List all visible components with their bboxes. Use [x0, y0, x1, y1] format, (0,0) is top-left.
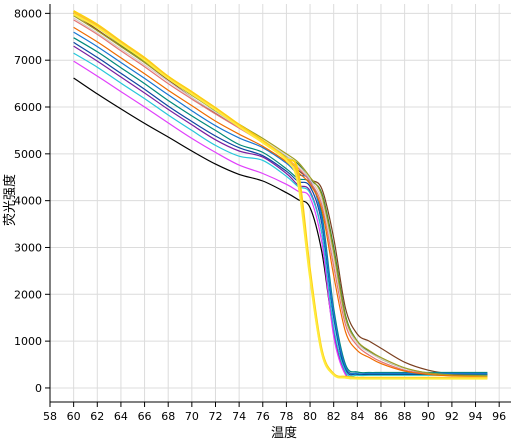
series-line-7 [73, 45, 488, 380]
x-axis-title: 温度 [271, 425, 297, 441]
series-line-10 [73, 19, 488, 377]
series-line-11 [73, 17, 488, 377]
series-line-8 [73, 60, 488, 380]
x-tick-label: 88 [398, 410, 412, 423]
series-line-16 [73, 13, 488, 380]
series-line-12 [73, 26, 488, 377]
x-tick-label: 70 [185, 410, 199, 423]
x-tick-label: 64 [114, 410, 128, 423]
x-tick-label: 68 [161, 410, 175, 423]
x-tick-label: 62 [90, 410, 104, 423]
x-tick-label: 82 [327, 410, 341, 423]
x-tick-label: 96 [492, 410, 506, 423]
x-tick-label: 86 [374, 410, 388, 423]
y-tick-label: 6000 [14, 101, 42, 114]
y-tick-label: 7000 [14, 54, 42, 67]
x-tick-label: 90 [421, 410, 435, 423]
x-tick-label: 58 [43, 410, 57, 423]
x-tick-label: 60 [67, 410, 81, 423]
series-line-1 [73, 77, 488, 376]
x-tick-label: 66 [138, 410, 152, 423]
axis-layer: 58 60 62 64 66 68 70 72 74 76 78 80 82 84 86 88 90 92 94 96… [14, 4, 511, 423]
y-tick-label: 8000 [14, 7, 42, 20]
y-tick-label: 1000 [14, 335, 42, 348]
x-tick-label: 92 [445, 410, 459, 423]
x-tick-label: 80 [303, 410, 317, 423]
series-line-14 [73, 10, 488, 379]
series-line-9 [73, 52, 488, 377]
y-tick-label: 4000 [14, 195, 42, 208]
grid-layer [49, 4, 511, 402]
x-tick-label: 94 [469, 410, 483, 423]
y-tick-label: 5000 [14, 148, 42, 161]
series-layer [73, 10, 488, 380]
y-tick-label: 3000 [14, 241, 42, 254]
series-line-3 [73, 11, 488, 376]
x-tick-label: 76 [256, 410, 270, 423]
x-tick-label: 84 [350, 410, 364, 423]
series-line-4 [73, 37, 488, 374]
x-tick-label: 72 [208, 410, 222, 423]
y-tick-label: 0 [35, 382, 42, 395]
y-axis-title: 荧光强度 [2, 174, 18, 226]
y-tick-label: 2000 [14, 288, 42, 301]
x-tick-label: 74 [232, 410, 246, 423]
x-tick-label: 78 [279, 410, 293, 423]
series-line-13 [73, 15, 488, 377]
